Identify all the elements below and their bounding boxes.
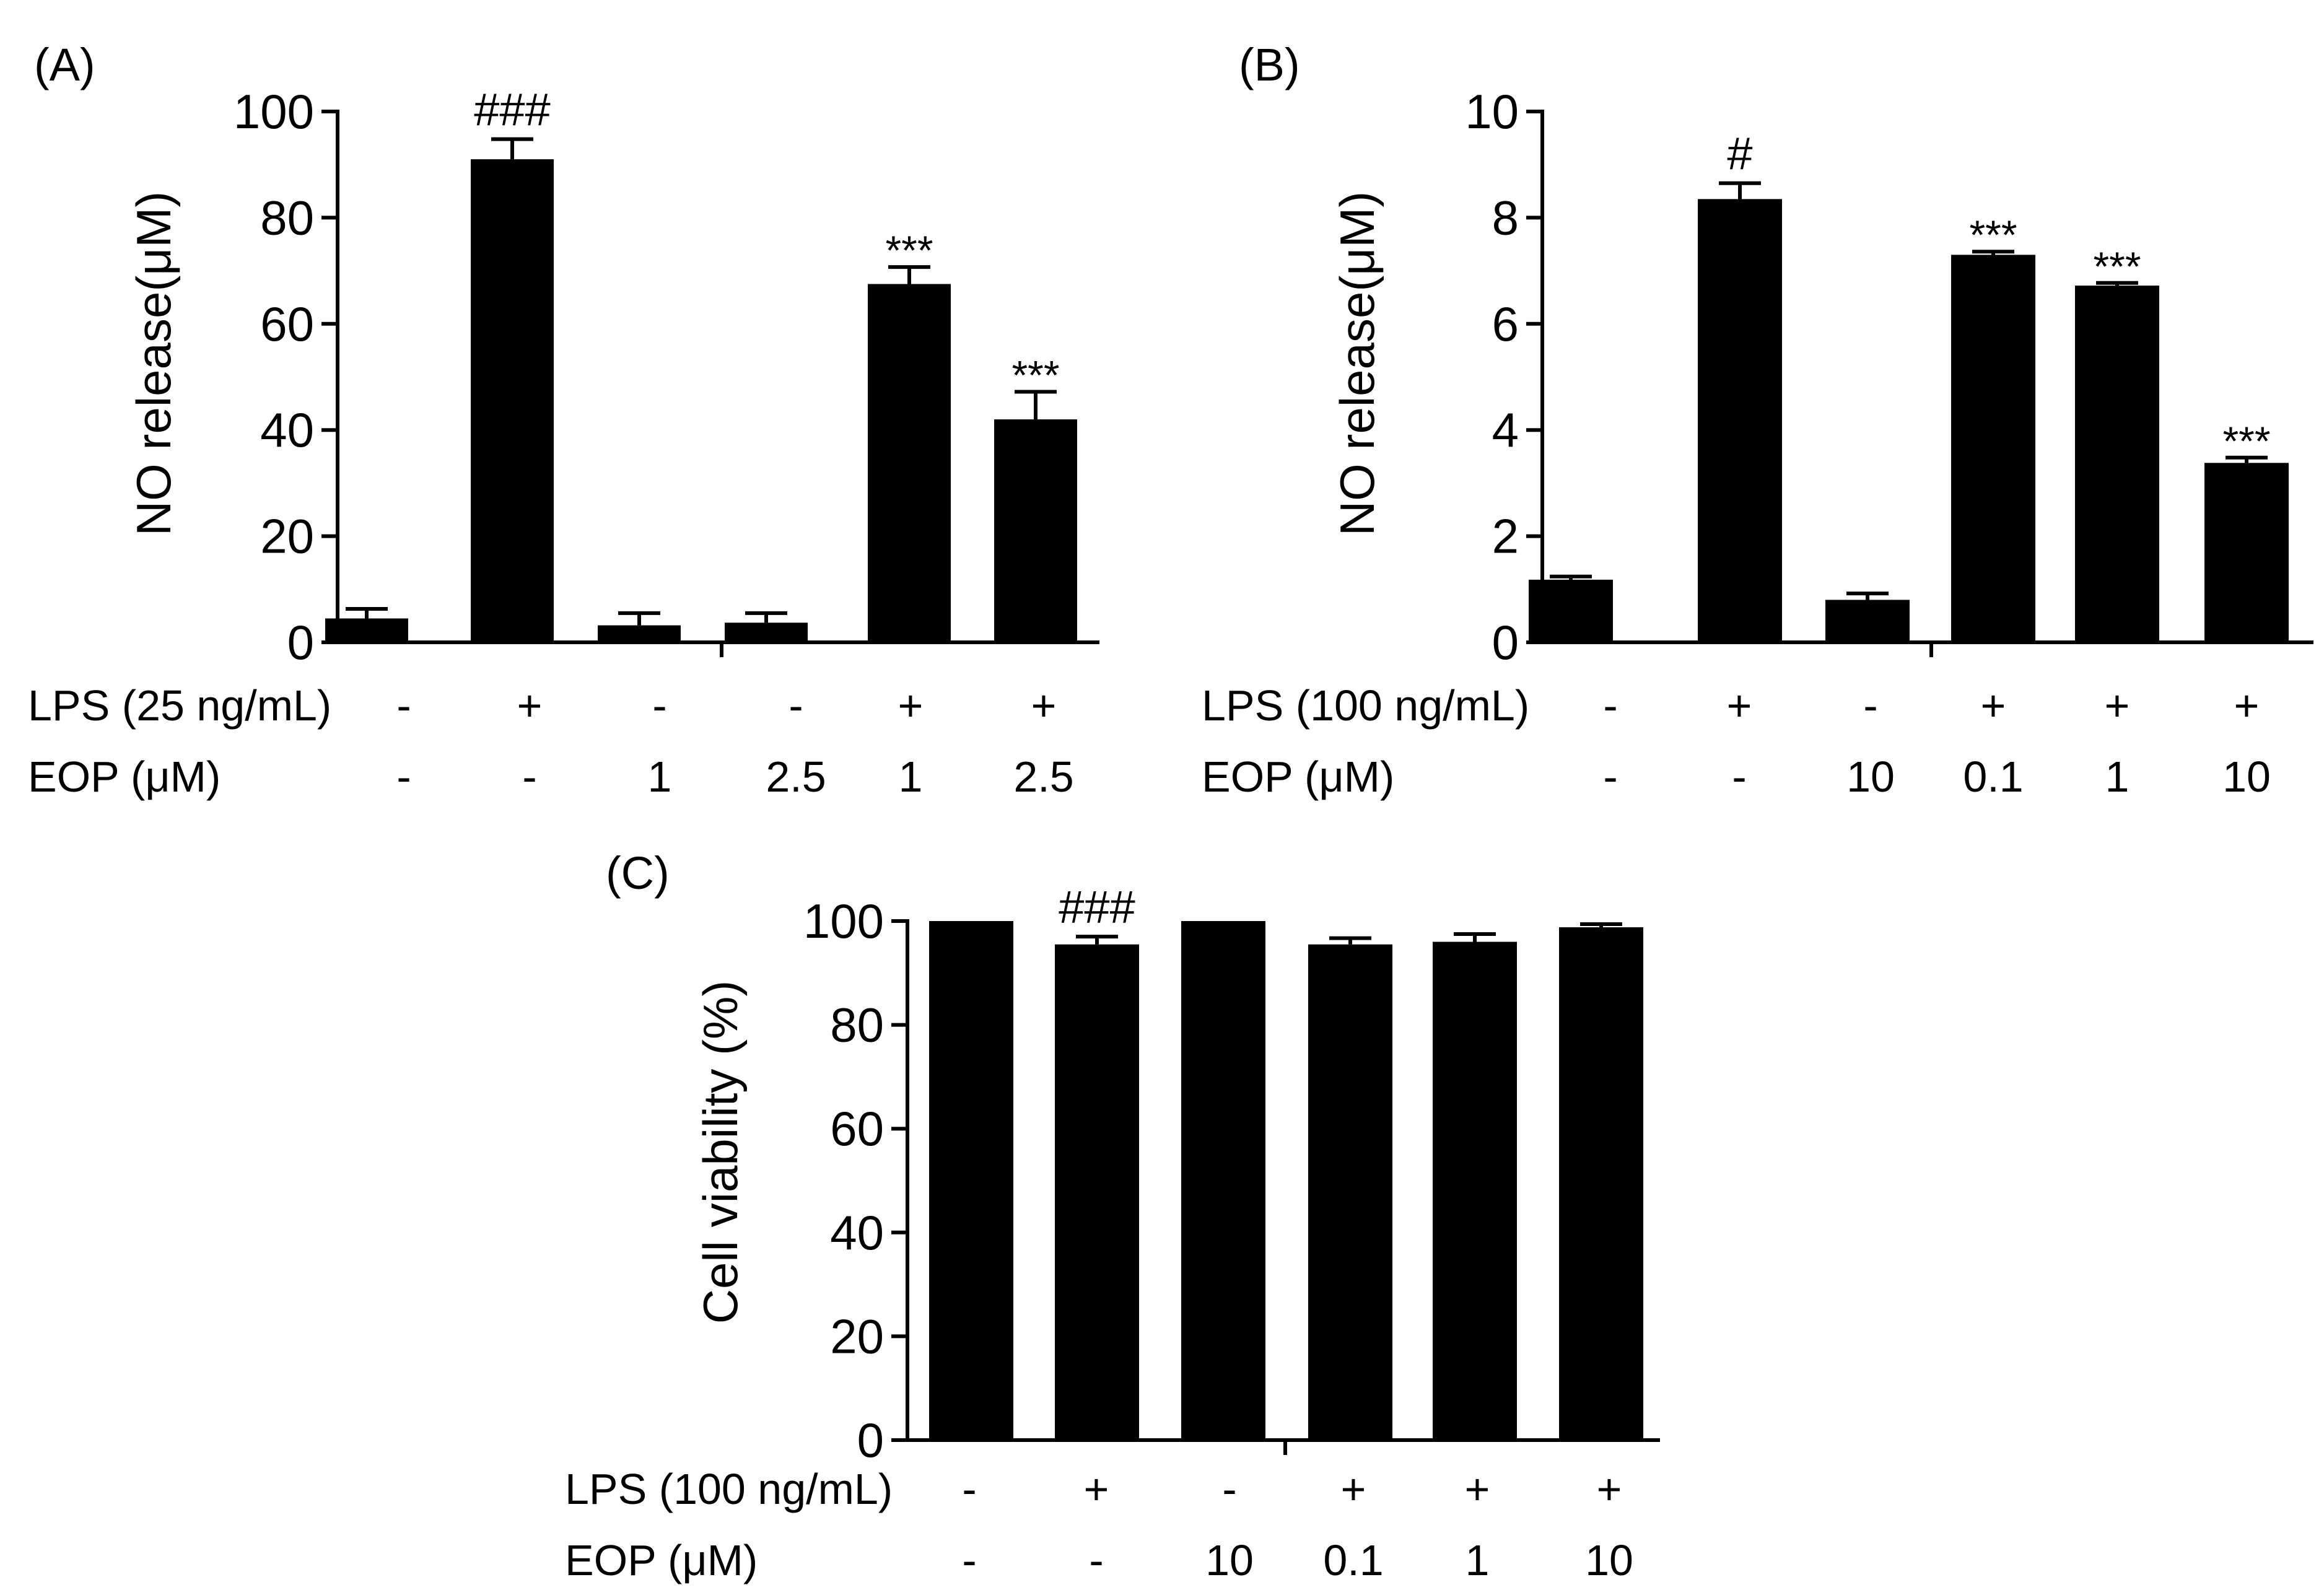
panel-b-lps-value: + bbox=[2105, 681, 2130, 730]
panel-a-eop-value: 1 bbox=[899, 753, 923, 801]
panel-c-row-lps-label: LPS (100 ng/mL) bbox=[565, 1465, 893, 1513]
panel-a-y-tick-label: 20 bbox=[260, 509, 314, 564]
panel-a-eop-value: - bbox=[396, 753, 411, 801]
panel-a-y-tick-label: 80 bbox=[260, 190, 314, 245]
panel-c-eop-value: - bbox=[1089, 1536, 1103, 1584]
panel-c-y-tick-label: 0 bbox=[857, 1413, 884, 1467]
panel-c: (C) Cell viability (%) ### 0 20 40 60 80 100 L… bbox=[565, 847, 1660, 1584]
panel-c-lps-value: + bbox=[1341, 1465, 1366, 1513]
panel-c-eop-value: 0.1 bbox=[1323, 1536, 1383, 1584]
panel-b-bar bbox=[2204, 463, 2289, 642]
panel-b-y-tick-label: 0 bbox=[1492, 615, 1519, 670]
panel-a-significance-label: *** bbox=[1011, 352, 1059, 398]
panel-a-bar bbox=[868, 284, 951, 642]
panel-c-lps-value: - bbox=[1222, 1465, 1236, 1513]
panel-a-label: (A) bbox=[34, 39, 95, 90]
panel-c-bar bbox=[929, 921, 1013, 1440]
panel-b-lps-value: + bbox=[2234, 681, 2260, 730]
panel-c-lps-value: + bbox=[1465, 1465, 1490, 1513]
panel-a-eop-value: 2.5 bbox=[1013, 753, 1073, 801]
panel-a-y-tick-label: 0 bbox=[287, 615, 314, 670]
panel-a-y-axis-label: NO release(μM) bbox=[126, 191, 181, 536]
panel-a-bar bbox=[994, 419, 1077, 642]
panel-b-lps-value: - bbox=[1863, 681, 1877, 730]
panel-b-y-tick-label: 8 bbox=[1492, 190, 1519, 245]
panel-a-eop-value: - bbox=[522, 753, 536, 801]
panel-c-bar bbox=[1559, 927, 1643, 1440]
panel-a-y-tick-label: 100 bbox=[234, 84, 314, 139]
panel-b-eop-value: 10 bbox=[2222, 753, 2271, 801]
panel-a-lps-value: + bbox=[1031, 681, 1057, 730]
panel-c-bar bbox=[1055, 944, 1139, 1440]
panel-c-plot-area: ### 0 20 40 60 80 100 bbox=[803, 881, 1660, 1467]
panel-c-y-tick-label: 60 bbox=[830, 1101, 884, 1156]
panel-c-row-eop-label: EOP (μM) bbox=[565, 1536, 758, 1584]
panel-c-bar bbox=[1181, 921, 1265, 1440]
panel-a-bar bbox=[471, 159, 554, 642]
panel-c-y-tick-label: 40 bbox=[830, 1205, 884, 1260]
panel-a: (A) NO release(μM) ### *** *** 0 20 40 60 80 100… bbox=[28, 39, 1099, 801]
panel-c-bar bbox=[1308, 944, 1392, 1440]
panel-a-lps-value: - bbox=[788, 681, 803, 730]
panel-b-y-tick-label: 10 bbox=[1465, 84, 1519, 139]
panel-c-significance-label: ### bbox=[1059, 881, 1135, 933]
panel-b-lps-value: + bbox=[1981, 681, 2006, 730]
panel-b-significance-label: *** bbox=[2222, 418, 2270, 464]
panel-c-eop-value: 1 bbox=[1466, 1536, 1490, 1584]
panel-a-lps-value: + bbox=[517, 681, 543, 730]
panel-b-significance-label: *** bbox=[1969, 212, 2017, 258]
panel-c-y-tick-label: 100 bbox=[803, 894, 884, 948]
panel-a-y-tick-label: 40 bbox=[260, 403, 314, 457]
panel-c-eop-value: - bbox=[962, 1536, 976, 1584]
panel-a-lps-value: - bbox=[652, 681, 666, 730]
panel-b-y-tick-label: 2 bbox=[1492, 509, 1519, 564]
panel-a-y-tick-label: 60 bbox=[260, 297, 314, 351]
panel-b-y-axis-label: NO release(μM) bbox=[1330, 191, 1384, 536]
panel-a-eop-value: 2.5 bbox=[766, 753, 826, 801]
panel-b-lps-value: + bbox=[1727, 681, 1752, 730]
panel-c-y-tick-label: 80 bbox=[830, 998, 884, 1052]
panel-c-label: (C) bbox=[606, 847, 670, 899]
panel-b-label: (B) bbox=[1239, 39, 1300, 90]
panel-b-significance-label: *** bbox=[2093, 243, 2141, 289]
panel-b-eop-value: 0.1 bbox=[1963, 753, 2023, 801]
panel-b-y-tick-label: 6 bbox=[1492, 297, 1519, 351]
panel-a-lps-value: + bbox=[898, 681, 924, 730]
panel-b-bar bbox=[1698, 199, 1782, 642]
panel-c-lps-value: + bbox=[1597, 1465, 1622, 1513]
panel-a-bar bbox=[598, 625, 681, 642]
panel-b-lps-value: - bbox=[1603, 681, 1617, 730]
panel-c-y-axis-label: Cell viability (%) bbox=[693, 981, 748, 1324]
panel-b-eop-value: 10 bbox=[1846, 753, 1895, 801]
panel-b-bar bbox=[1951, 255, 2035, 642]
panel-a-significance-label: *** bbox=[885, 227, 933, 273]
panel-b-row-lps-label: LPS (100 ng/mL) bbox=[1202, 681, 1529, 730]
panel-b: (B) NO release(μM) # *** *** *** 0 2 4 6 8 10 LPS… bbox=[1202, 39, 2313, 801]
panel-b-bar bbox=[2075, 286, 2159, 642]
panel-a-row-lps-label: LPS (25 ng/mL) bbox=[28, 681, 331, 730]
panel-b-row-eop-label: EOP (μM) bbox=[1202, 753, 1394, 801]
panel-c-bar bbox=[1433, 941, 1517, 1440]
panel-a-row-eop-label: EOP (μM) bbox=[28, 753, 221, 801]
panel-b-y-tick-label: 4 bbox=[1492, 403, 1519, 457]
panel-a-bar bbox=[725, 622, 808, 642]
panel-b-bar bbox=[1825, 600, 1910, 642]
panel-c-lps-value: - bbox=[962, 1465, 976, 1513]
panel-b-significance-label: # bbox=[1727, 128, 1752, 180]
panel-b-eop-value: 1 bbox=[2105, 753, 2130, 801]
panel-a-lps-value: - bbox=[396, 681, 411, 730]
panel-b-plot-area: # *** *** *** 0 2 4 6 8 10 bbox=[1465, 84, 2313, 670]
panel-c-y-tick-label: 20 bbox=[830, 1309, 884, 1363]
panel-a-plot-area: ### *** *** 0 20 40 60 80 100 bbox=[234, 84, 1099, 670]
panel-b-eop-value: - bbox=[1732, 753, 1746, 801]
panel-a-eop-value: 1 bbox=[648, 753, 672, 801]
panel-c-eop-value: 10 bbox=[1205, 1536, 1254, 1584]
panel-a-significance-label: ### bbox=[474, 84, 550, 136]
panel-c-eop-value: 10 bbox=[1585, 1536, 1633, 1584]
panel-b-eop-value: - bbox=[1603, 753, 1617, 801]
panel-c-lps-value: + bbox=[1084, 1465, 1109, 1513]
